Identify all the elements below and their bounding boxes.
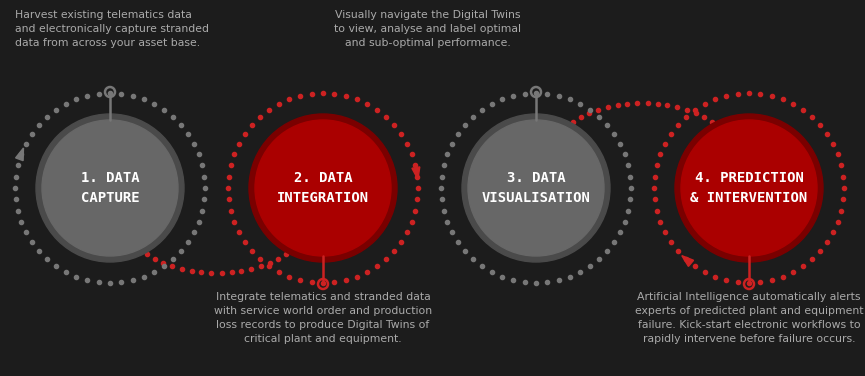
Text: Harvest existing telematics data
and electronically capture stranded
data from a: Harvest existing telematics data and ele… [15,10,209,48]
Text: 4. PREDICTION
& INTERVENTION: 4. PREDICTION & INTERVENTION [690,171,808,205]
Circle shape [255,120,391,256]
Text: 1. DATA
CAPTURE: 1. DATA CAPTURE [80,171,139,205]
Circle shape [681,120,817,256]
Text: Artificial Intelligence automatically alerts
experts of predicted plant and equi: Artificial Intelligence automatically al… [635,292,863,344]
Polygon shape [682,256,694,267]
Circle shape [249,114,397,262]
Circle shape [42,120,178,256]
Text: 2. DATA
INTEGRATION: 2. DATA INTEGRATION [277,171,369,205]
Polygon shape [412,167,420,179]
Circle shape [462,114,610,262]
Circle shape [36,114,184,262]
Text: Visually navigate the Digital Twins
to view, analyse and label optimal
and sub-o: Visually navigate the Digital Twins to v… [335,10,522,48]
Circle shape [468,120,604,256]
Text: 3. DATA
VISUALISATION: 3. DATA VISUALISATION [482,171,591,205]
Polygon shape [16,148,23,161]
Circle shape [675,114,823,262]
Text: Integrate telematics and stranded data
with service world order and production
l: Integrate telematics and stranded data w… [214,292,432,344]
